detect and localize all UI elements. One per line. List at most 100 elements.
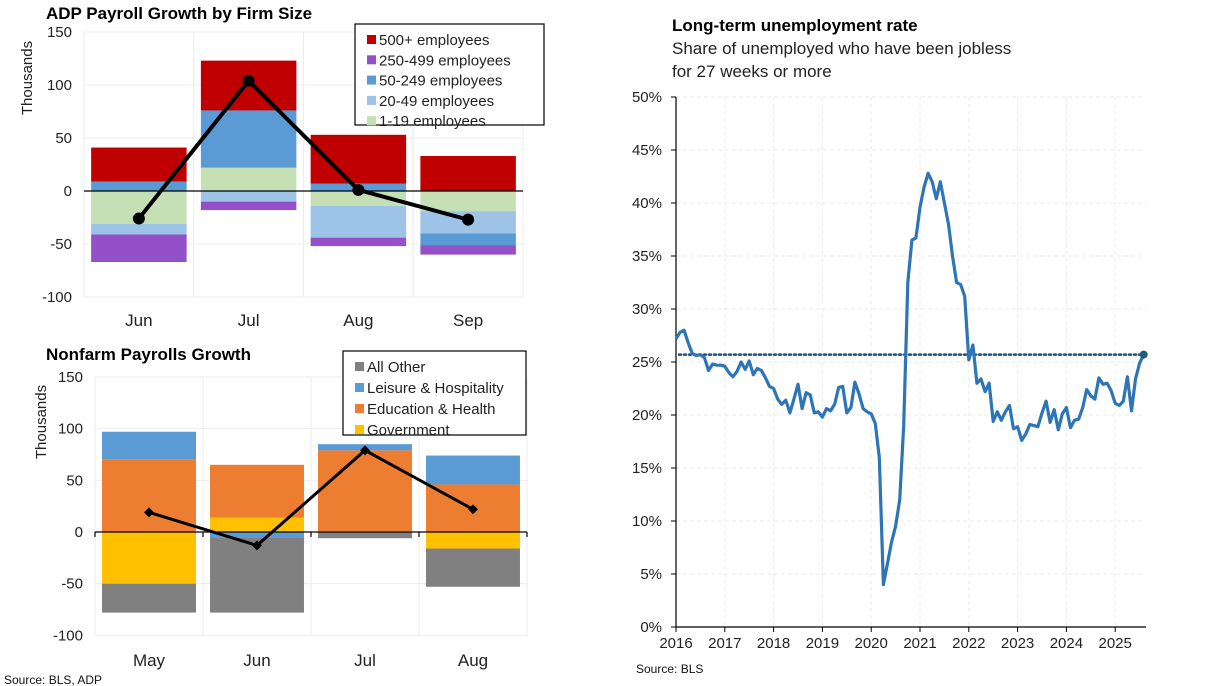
total-line [137, 77, 469, 222]
bar-education-health-jul [318, 450, 412, 531]
x-tick-label: 2018 [757, 635, 790, 652]
y-tick-label: 100 [58, 421, 83, 438]
total-point [468, 504, 478, 515]
bar-250-499-employees-jun [91, 234, 187, 263]
legend-label-1-19-employees: 1-19 employees [379, 113, 486, 130]
y-tick-label: 10% [632, 513, 662, 530]
legend-swatch-50-249-employees [367, 75, 376, 85]
bar-leisure-hospitality-jun [210, 532, 304, 538]
legend-box [342, 350, 527, 436]
ltu-chart-title: Long-term unemployment rate [672, 16, 918, 35]
x-tick-label: 2019 [806, 635, 839, 652]
ltu-chart-subtitle-line2: for 27 weeks or more [672, 62, 832, 81]
y-tick-label: -100 [53, 627, 83, 644]
legend-swatch-500-employees [367, 35, 376, 44]
legend-swatch-education-health [355, 404, 364, 413]
legend-swatch-all-other [355, 362, 364, 371]
total-point [252, 540, 262, 551]
x-tick-label: May [133, 651, 166, 670]
adp-legend: 500+ employees 250-499 employees 50-249 em… [354, 23, 545, 130]
nfp-zero-line [94, 531, 528, 537]
y-tick-label: -50 [50, 236, 72, 253]
source-right: Source: BLS [636, 662, 703, 676]
bar-all-other-aug [426, 548, 520, 587]
bar-leisure-hospitality-may [102, 431, 196, 460]
legend-label-leisure-hospitality: Leisure & Hospitality [367, 380, 504, 397]
total-line [148, 448, 474, 548]
x-tick-label: Aug [458, 651, 488, 670]
legend-label-500-employees: 500+ employees [379, 32, 490, 49]
y-tick-label: 35% [632, 248, 662, 265]
y-tick-label: 150 [47, 24, 72, 41]
bar-250-499-employees-aug [310, 237, 407, 247]
y-tick-label: 45% [632, 142, 662, 159]
legend-label-20-49-employees: 20-49 employees [379, 93, 494, 110]
legend-swatch-20-49-employees [367, 95, 376, 105]
bar-50-249-employees-jun [91, 181, 187, 191]
legend-swatch-250-499-employees [367, 55, 376, 65]
bar-government-jun [210, 517, 304, 532]
y-tick-label: 40% [632, 195, 662, 212]
adp-chart: ADP Payroll Growth by Firm Size Thousand… [19, 4, 545, 330]
y-tick-label: 25% [632, 354, 662, 371]
bar-20-49-employees-aug [310, 205, 407, 238]
nfp-y-axis-label: Thousands [33, 385, 50, 459]
y-tick-label: 30% [632, 301, 662, 318]
bar-education-health-jun [210, 464, 304, 518]
bar-250-499-employees-jul [200, 201, 297, 211]
bar-1-19-employees-sep [420, 191, 516, 212]
y-tick-label: 50% [632, 89, 662, 106]
total-point [242, 74, 255, 87]
nfp-total-line [144, 445, 478, 551]
adp-chart-title: ADP Payroll Growth by Firm Size [46, 4, 312, 23]
nfp-chart-title: Nonfarm Payrolls Growth [46, 345, 251, 364]
bar-government-may [102, 532, 196, 584]
bar-all-other-jul [318, 532, 412, 539]
x-tick-label: 2024 [1050, 635, 1083, 652]
x-tick-label: 2016 [659, 635, 692, 652]
x-tick-label: Aug [343, 311, 373, 330]
source-left: Source: BLS, ADP [4, 673, 102, 686]
ltu-chart: Long-term unemployment rate Share of une… [632, 16, 1148, 652]
bar-20-49-employees-jun [91, 223, 187, 235]
bar-leisure-hospitality-aug [426, 455, 520, 485]
ltu-axes [671, 96, 1146, 632]
x-tick-label: 2025 [1099, 635, 1132, 652]
ltu-chart-subtitle-line1: Share of unemployed who have been jobles… [672, 39, 1011, 58]
last-point-marker [1139, 350, 1148, 359]
total-point [352, 183, 365, 196]
bar-all-other-may [102, 583, 196, 613]
y-tick-label: 0% [640, 619, 662, 636]
x-tick-label: 2017 [708, 635, 741, 652]
ltu-y-tick-labels: 0% 5% 10% 15% 20% 25% 30% 35% 40% 45% 50% [632, 89, 662, 636]
x-tick-label: Jul [354, 651, 376, 670]
bar-education-health-may [102, 459, 196, 532]
bar-50-249-employees-sep [420, 233, 516, 246]
legend-label-education-health: Education & Health [367, 401, 495, 418]
legend-label-50-249-employees: 50-249 employees [379, 73, 502, 90]
total-point [132, 212, 145, 225]
nfp-y-tick-labels: 150 100 50 0 -50 -100 [53, 369, 83, 644]
legend-swatch-government [355, 425, 364, 434]
adp-y-tick-labels: 150 100 50 0 -50 -100 [42, 24, 72, 306]
bar-20-49-employees-jul [200, 191, 297, 202]
y-tick-label: 100 [47, 77, 72, 94]
nfp-x-tick-labels: May Jun Jul Aug [133, 651, 488, 670]
y-tick-label: 0 [75, 524, 83, 541]
ltu-series [674, 171, 1148, 587]
adp-total-line [132, 74, 475, 226]
nfp-chart: Nonfarm Payrolls Growth Thousands 150 100… [33, 345, 528, 670]
x-tick-label: Jun [243, 651, 270, 670]
series-line [674, 171, 1146, 587]
y-tick-label: 20% [632, 407, 662, 424]
x-tick-label: 2022 [952, 635, 985, 652]
y-tick-label: 50 [55, 130, 72, 147]
y-tick-label: 15% [632, 460, 662, 477]
adp-x-tick-labels: Jun Jul Aug Sep [125, 311, 483, 330]
x-tick-label: Sep [453, 311, 483, 330]
legend-label-government: Government [367, 422, 450, 439]
y-tick-label: 150 [58, 369, 83, 386]
y-tick-label: -100 [42, 289, 72, 306]
y-tick-label: 5% [640, 566, 662, 583]
